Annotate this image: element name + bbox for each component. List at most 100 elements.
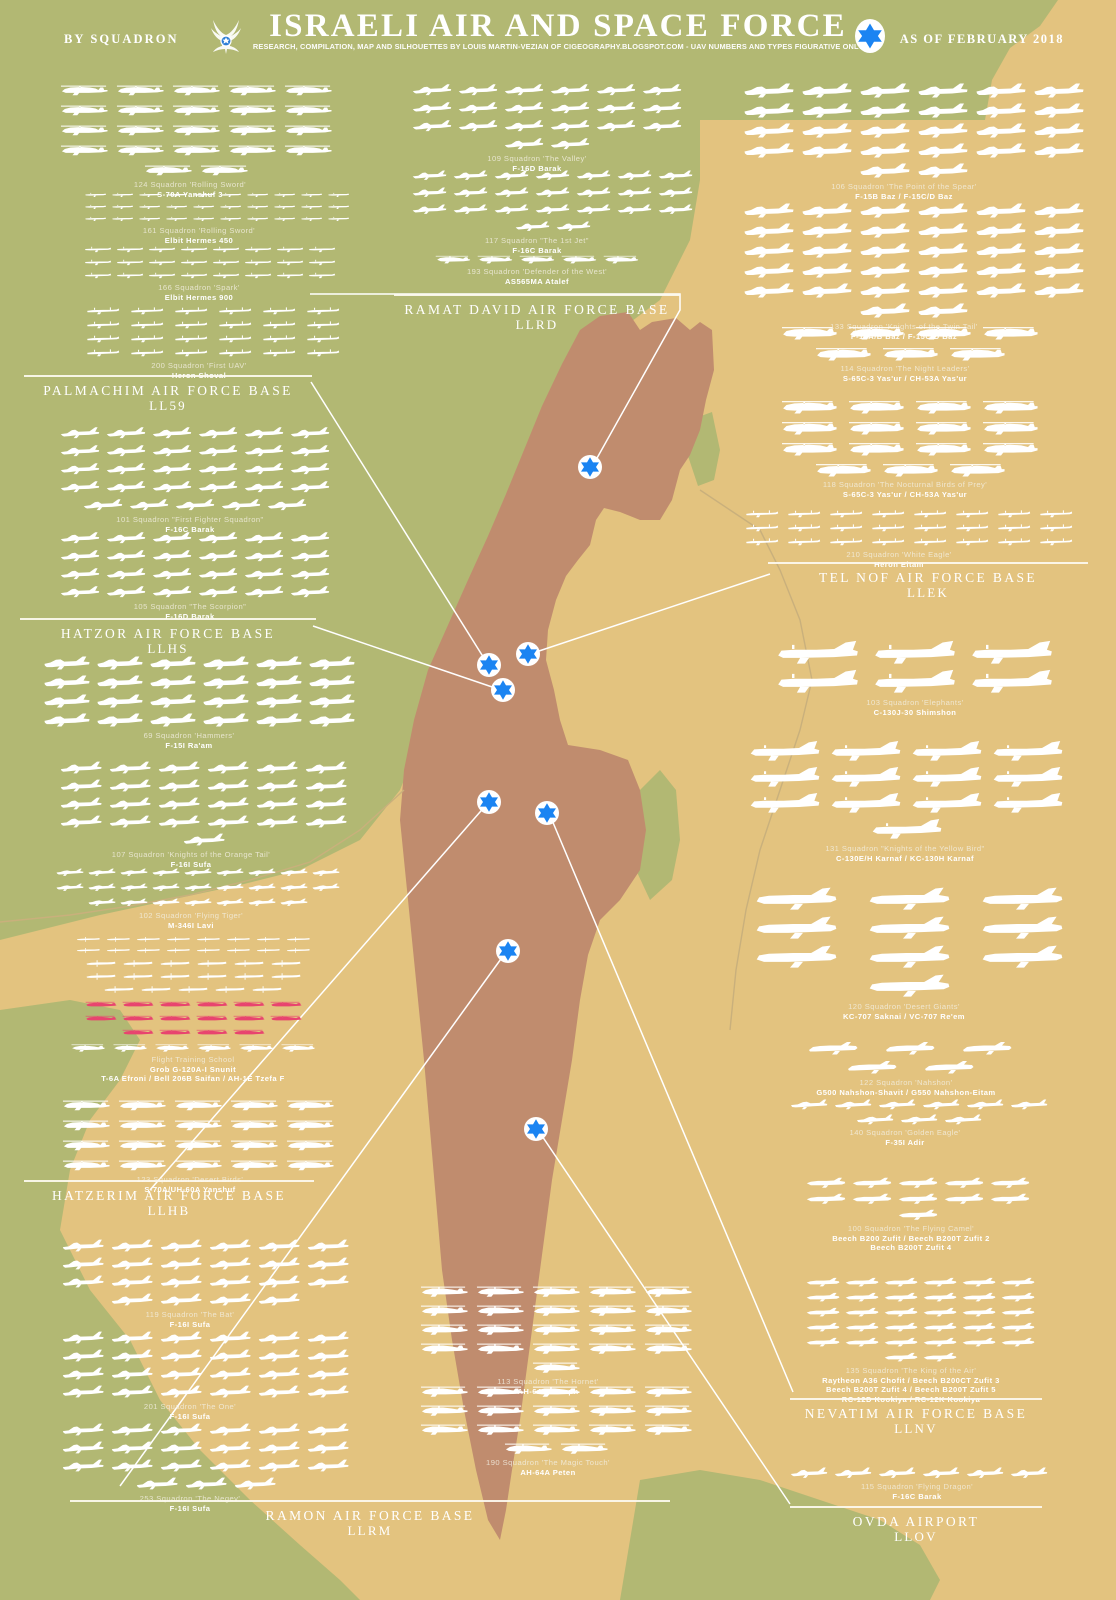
map-marker-ramat-david[interactable] <box>577 454 603 485</box>
aircraft-silhouette-helicopter-apache <box>644 1343 692 1354</box>
fleet-102 <box>56 866 340 908</box>
aircraft-silhouette-jet-f15 <box>802 283 852 298</box>
aircraft-silhouette-uav-heron <box>914 510 947 518</box>
aircraft-silhouette-jet-f15 <box>203 656 249 670</box>
aircraft-silhouette-jet-f16i <box>111 1441 153 1454</box>
aircraft-silhouette-prop-beech <box>962 1307 996 1317</box>
fleet-118 <box>780 396 1039 477</box>
aircraft-silhouette-jet-f16i <box>111 1423 153 1436</box>
aircraft-silhouette-jet-f16i <box>258 1257 300 1270</box>
aircraft-silhouette-jet-f35 <box>923 1099 960 1110</box>
aircraft-silhouette-helicopter-apache <box>504 1443 552 1454</box>
aircraft-silhouette-uav-heron <box>307 321 340 329</box>
aircraft-silhouette-jet-f15 <box>802 143 852 158</box>
map-marker-hatzerim[interactable] <box>476 789 502 820</box>
aircraft-silhouette-jet-f15 <box>860 263 910 278</box>
aircraft-silhouette-helicopter-sea-stallion <box>882 348 938 361</box>
base-name-ovda: OVDA AIRPORT <box>852 1513 980 1529</box>
aircraft-silhouette-helicopter-apache <box>532 1386 580 1397</box>
aircraft-silhouette-uav-heron <box>956 510 989 518</box>
aircraft-silhouette-prop-beech <box>962 1337 996 1347</box>
aircraft-silhouette-trainer-grob <box>227 937 250 942</box>
aircraft-silhouette-uav-heron <box>998 538 1031 546</box>
aircraft-silhouette-helicopter-sea-stallion <box>849 401 904 414</box>
aircraft-silhouette-helicopter-blackhawk <box>60 105 108 116</box>
aircraft-silhouette-jet-f15 <box>976 123 1026 138</box>
aircraft-silhouette-helicopter-cobra <box>71 1044 105 1052</box>
aircraft-silhouette-uav-heron <box>872 510 905 518</box>
squadron-type-122: G500 Nahshon-Shavit / G550 Nahshon-Eitam <box>816 1087 996 1097</box>
aircraft-silhouette-jet-f16 <box>596 120 636 132</box>
aircraft-silhouette-jet-f16i <box>258 1367 300 1380</box>
aircraft-silhouette-helicopter-apache <box>476 1405 524 1416</box>
aircraft-silhouette-prop-beech <box>884 1307 918 1317</box>
aircraft-silhouette-jet-f16 <box>129 499 169 511</box>
map-marker-ramon[interactable] <box>495 938 521 969</box>
fleet-140 <box>790 1098 1048 1125</box>
aircraft-silhouette-uav-hermes900 <box>181 259 208 266</box>
aircraft-silhouette-jet-f15 <box>97 656 143 670</box>
aircraft-silhouette-uav-heron <box>788 524 821 532</box>
aircraft-silhouette-uav-heron <box>263 335 296 343</box>
aircraft-silhouette-prop-beech <box>962 1322 996 1332</box>
aircraft-silhouette-jet-f16 <box>494 170 529 180</box>
aircraft-silhouette-jet-f16 <box>60 463 100 475</box>
aircraft-silhouette-transport-c130 <box>831 793 901 813</box>
map-marker-ovda[interactable] <box>523 1116 549 1147</box>
aircraft-silhouette-jet-f16i <box>160 1423 202 1436</box>
squadron-name-103: 103 Squadron 'Elephants' <box>866 698 964 707</box>
aircraft-silhouette-jet-f15 <box>1034 143 1084 158</box>
aircraft-silhouette-jet-f16 <box>790 1467 828 1478</box>
map-marker-nevatim[interactable] <box>534 800 560 831</box>
aircraft-silhouette-prop-beech <box>806 1307 840 1317</box>
squadron-block-115: 115 Squadron 'Flying Dragon' F-16C Barak <box>790 1466 1048 1501</box>
aircraft-silhouette-helicopter-blackhawk <box>62 1100 110 1111</box>
aircraft-silhouette-trainer-t6a <box>123 960 152 967</box>
aircraft-silhouette-trainer-saifan <box>196 1029 228 1035</box>
aircraft-silhouette-jet-m346 <box>248 883 276 891</box>
aircraft-silhouette-jet-f16 <box>458 84 498 96</box>
aircraft-silhouette-jet-f16 <box>152 532 192 544</box>
aircraft-silhouette-transport-c130 <box>912 793 982 813</box>
base-code-palmachim: LL59 <box>149 397 187 413</box>
aircraft-silhouette-jet-f15 <box>744 283 794 298</box>
base-header-hatzor: HATZOR AIR FORCE BASE LLHS <box>20 618 316 656</box>
aircraft-silhouette-helicopter-sea-stallion <box>949 464 1005 477</box>
aircraft-silhouette-helicopter-panther <box>561 255 597 264</box>
aircraft-silhouette-jet-f15 <box>150 675 196 689</box>
aircraft-silhouette-uav-heron <box>175 335 208 343</box>
aircraft-silhouette-jet-f16i <box>160 1441 202 1454</box>
aircraft-silhouette-prop-beech <box>923 1277 957 1287</box>
squadron-name-190: 190 Squadron 'The Magic Touch' <box>486 1458 610 1467</box>
aircraft-silhouette-jet-f16i <box>111 1257 153 1270</box>
aircraft-silhouette-uav-heron <box>263 321 296 329</box>
fleet-fts-saifan <box>85 998 302 1037</box>
map-marker-tel-nof[interactable] <box>515 641 541 672</box>
aircraft-silhouette-jet-m346 <box>184 883 212 891</box>
aircraft-silhouette-uav-heron <box>956 538 989 546</box>
aircraft-silhouette-uav-hermes900 <box>117 259 144 266</box>
aircraft-silhouette-uav-hermes450 <box>112 216 134 222</box>
aircraft-silhouette-jet-f16 <box>504 120 544 132</box>
aircraft-silhouette-jet-f16i <box>62 1239 104 1252</box>
aircraft-silhouette-prop-beech <box>944 1193 984 1204</box>
aircraft-silhouette-jet-f16 <box>106 463 146 475</box>
aircraft-silhouette-trainer-t6a <box>86 960 115 967</box>
aircraft-silhouette-uav-heron <box>307 335 340 343</box>
aircraft-silhouette-prop-beech <box>884 1277 918 1287</box>
aircraft-silhouette-jet-f16 <box>494 204 529 214</box>
aircraft-silhouette-helicopter-apache <box>532 1324 580 1335</box>
aircraft-silhouette-jet-f16i <box>209 1349 251 1362</box>
aircraft-silhouette-jet-f16 <box>658 204 693 214</box>
aircraft-silhouette-uav-heron <box>1040 510 1073 518</box>
aircraft-silhouette-jet-f15 <box>256 656 302 670</box>
aircraft-silhouette-jet-f16 <box>617 170 652 180</box>
aircraft-silhouette-jet-f16i <box>62 1423 104 1436</box>
aircraft-silhouette-helicopter-apache <box>644 1386 692 1397</box>
aircraft-silhouette-helicopter-blackhawk <box>172 145 220 156</box>
aircraft-silhouette-prop-beech <box>1001 1307 1035 1317</box>
squadron-block-201: 201 Squadron 'The One' F-16I Sufa <box>62 1330 349 1421</box>
aircraft-silhouette-jet-f16 <box>198 463 238 475</box>
map-marker-hatzor[interactable] <box>490 677 516 708</box>
aircraft-silhouette-transport-c130j <box>778 669 858 693</box>
